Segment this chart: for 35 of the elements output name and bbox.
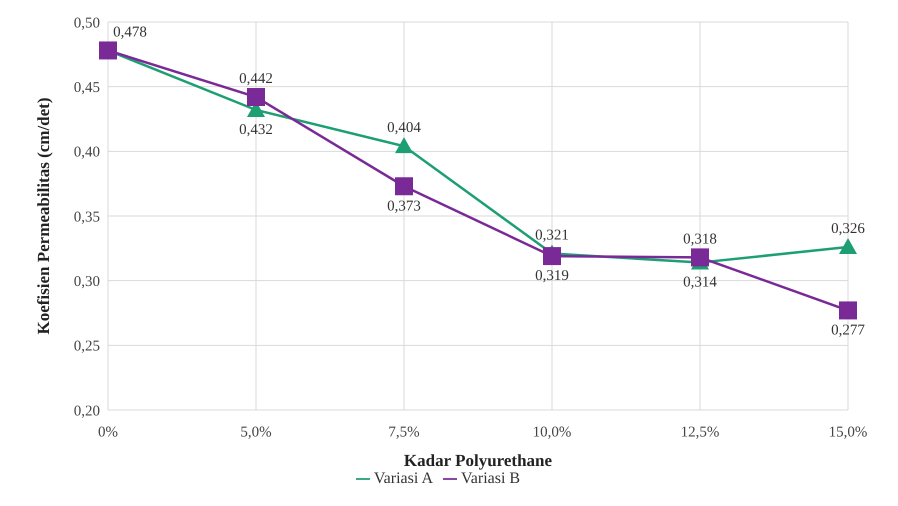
- point: [839, 301, 857, 320]
- x-tick-label: 12,5%: [680, 424, 720, 441]
- data-label: 0,321: [535, 228, 569, 244]
- point: [543, 247, 561, 266]
- data-label: 0,277: [831, 322, 866, 338]
- x-tick-label: 15,0%: [828, 424, 868, 441]
- y-tick-label: 0,30: [74, 274, 100, 290]
- point: [247, 88, 265, 106]
- point: [691, 248, 709, 266]
- y-tick-label: 0,45: [74, 80, 100, 96]
- x-tick-label: 5,0%: [240, 424, 272, 441]
- data-label: 0,318: [683, 231, 717, 248]
- data-label: 0,442: [239, 71, 273, 88]
- y-axis-title: Koefisien Permeabilitas (cm/det): [34, 98, 54, 334]
- x-tick-label: 10,0%: [532, 424, 572, 441]
- data-label: 0,326: [831, 221, 866, 238]
- data-label: 0,319: [535, 268, 569, 284]
- point: [395, 177, 413, 196]
- data-label: 0,373: [387, 198, 421, 214]
- data-label: 0,404: [387, 120, 422, 136]
- data-label: 0,314: [683, 274, 718, 291]
- y-tick-label: 0,20: [74, 403, 100, 420]
- y-tick-label: 0,25: [74, 338, 100, 355]
- legend-label: Variasi B: [461, 470, 520, 487]
- point: [395, 137, 413, 154]
- x-tick-label: 7,5%: [388, 424, 420, 441]
- x-axis-title: Kadar Polyurethane: [404, 451, 553, 470]
- data-label: 0,432: [239, 122, 273, 138]
- data-label: 0,478: [113, 24, 147, 40]
- y-tick-label: 0,40: [74, 144, 100, 161]
- legend-label: Variasi A: [374, 470, 433, 487]
- point: [839, 238, 857, 254]
- y-tick-label: 0,50: [74, 15, 100, 32]
- x-tick-label: 0%: [98, 424, 118, 441]
- y-tick-label: 0,35: [74, 209, 100, 226]
